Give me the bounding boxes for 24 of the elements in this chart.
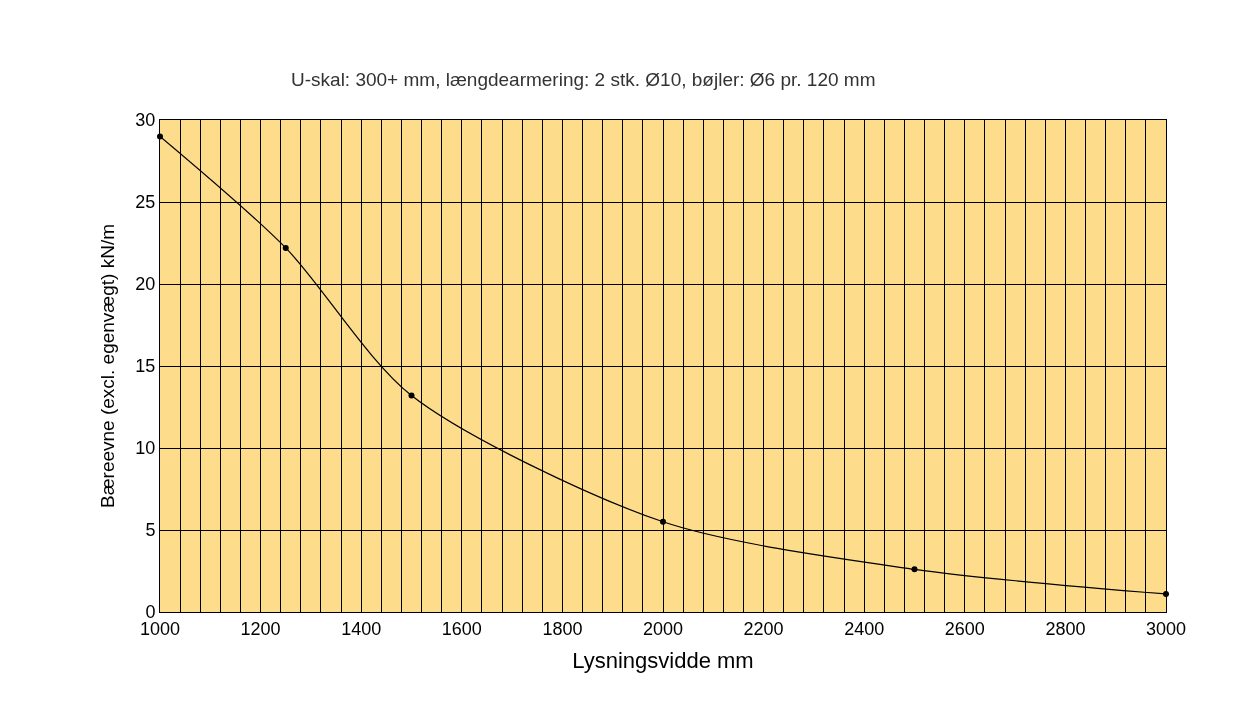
y-axis-title: Bæreevne (excl. egenvægt) kN/m	[97, 223, 119, 509]
y-tick-label: 10	[135, 438, 156, 459]
x-tick-label: 1800	[542, 618, 583, 639]
point	[660, 518, 666, 525]
point	[911, 566, 918, 573]
y-tick-label: 5	[145, 520, 156, 541]
x-tick-label: 2200	[743, 618, 784, 639]
chart-title: U-skal: 300+ mm, længdearmering: 2 stk. Ø10, bøjler: Ø6 pr. 120 mm	[291, 68, 876, 90]
x-tick-label: 2400	[844, 618, 885, 639]
x-tick-label: 3000	[1145, 618, 1187, 639]
y-tick-label: 20	[135, 274, 156, 295]
point	[1163, 590, 1169, 597]
point	[282, 244, 289, 251]
x-tick-label: 2800	[1045, 618, 1086, 639]
y-tick-label: 30	[135, 110, 156, 131]
x-tick-label: 1200	[240, 618, 281, 639]
x-tick-label: 2600	[944, 618, 985, 639]
x-axis-title: Lysningsvidde mm	[572, 648, 754, 674]
x-tick-label: 1400	[341, 618, 382, 639]
x-tick-label: 1600	[441, 618, 482, 639]
x-tick-label: 2000	[642, 618, 684, 639]
y-tick-label: 15	[135, 356, 156, 377]
y-tick-label: 25	[135, 192, 156, 213]
point	[408, 392, 415, 399]
